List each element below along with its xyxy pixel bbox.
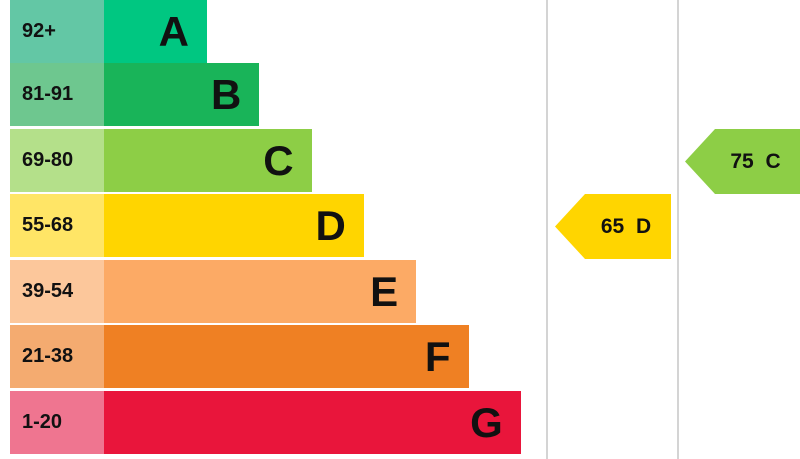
- potential-rating-arrow: 75 C: [685, 129, 800, 194]
- band-range-label: 39-54: [10, 260, 104, 323]
- column-divider: [677, 0, 679, 459]
- band-range-label: 69-80: [10, 129, 104, 192]
- band-bar: D: [104, 194, 364, 257]
- band-bar: E: [104, 260, 417, 323]
- band-bar: F: [104, 325, 469, 388]
- band-bar: B: [104, 63, 260, 126]
- band-range-label: 55-68: [10, 194, 104, 257]
- band-bar: C: [104, 129, 312, 192]
- band-bar: A: [104, 0, 207, 63]
- band-range-label: 1-20: [10, 391, 104, 454]
- band-range-label: 92+: [10, 0, 104, 63]
- band-range-label: 81-91: [10, 63, 104, 126]
- band-range-label: 21-38: [10, 325, 104, 388]
- column-divider: [546, 0, 548, 459]
- current-rating-arrow: 65 D: [555, 194, 671, 259]
- band-bar: G: [104, 391, 521, 454]
